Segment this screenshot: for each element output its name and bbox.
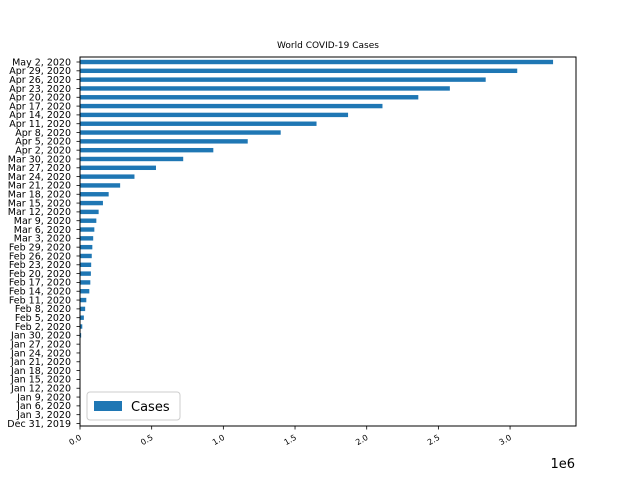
bar (80, 77, 486, 82)
bar (80, 280, 91, 285)
y-tick-label: Apr 26, 2020 (9, 75, 71, 86)
y-tick-label: Mar 3, 2020 (14, 234, 71, 245)
y-tick-label: Feb 8, 2020 (15, 304, 71, 315)
bar (80, 218, 97, 223)
y-tick-label: May 2, 2020 (12, 57, 71, 68)
bar (80, 95, 419, 100)
bar (80, 121, 317, 126)
bar (80, 86, 450, 91)
bar (80, 68, 518, 74)
y-tick-label: Jan 9, 2020 (16, 392, 71, 403)
y-tick-label: Mar 27, 2020 (8, 163, 71, 174)
y-tick-label: Mar 21, 2020 (8, 181, 71, 192)
bar (80, 324, 83, 329)
y-tick-label: Apr 14, 2020 (9, 110, 71, 121)
y-tick-label: Jan 3, 2020 (16, 410, 71, 421)
x-axis-offset-label: 1e6 (550, 457, 575, 472)
y-tick-label: Mar 18, 2020 (8, 190, 71, 201)
y-tick-label: Apr 5, 2020 (15, 137, 71, 148)
y-tick-label: Apr 20, 2020 (9, 93, 71, 104)
y-tick-label: Feb 5, 2020 (15, 313, 71, 324)
y-tick-label: Apr 8, 2020 (15, 128, 71, 139)
y-tick-label: Jan 15, 2020 (10, 375, 71, 386)
bar (80, 183, 121, 188)
y-tick-label: Mar 9, 2020 (14, 216, 71, 227)
bar (80, 174, 135, 179)
y-tick-label: Apr 2, 2020 (15, 145, 71, 156)
y-tick-label: Mar 30, 2020 (8, 154, 71, 165)
y-tick-label: Mar 24, 2020 (8, 172, 71, 183)
y-tick-label: Feb 2, 2020 (15, 322, 71, 333)
bar (80, 297, 87, 303)
y-tick-label: Mar 12, 2020 (8, 207, 71, 218)
bar (80, 306, 86, 312)
y-tick-label: Feb 17, 2020 (9, 278, 71, 289)
y-tick-label: Jan 27, 2020 (10, 339, 71, 350)
y-tick-label: Jan 18, 2020 (10, 366, 71, 377)
y-tick-label: Jan 24, 2020 (10, 348, 71, 359)
y-tick-label: Apr 23, 2020 (9, 84, 71, 95)
y-tick-label: Jan 12, 2020 (10, 384, 71, 395)
legend-swatch (94, 401, 122, 411)
y-tick-label: Feb 29, 2020 (9, 242, 71, 253)
bar (80, 333, 82, 338)
y-tick-label: Mar 6, 2020 (14, 225, 71, 236)
bar (80, 209, 99, 215)
bar (80, 253, 92, 259)
bar (80, 271, 91, 276)
bar (80, 200, 103, 206)
bar (80, 192, 109, 197)
y-tick-label: Dec 31, 2019 (7, 419, 71, 430)
legend-box (86, 391, 181, 421)
bar (80, 59, 554, 65)
bars-layer (80, 59, 554, 417)
bar (80, 147, 214, 153)
bar (80, 227, 95, 232)
bar (80, 289, 90, 294)
bar (80, 103, 383, 109)
y-tick-label: Feb 14, 2020 (9, 287, 71, 298)
bar (80, 130, 281, 135)
bar (80, 112, 349, 118)
y-tick-label: Apr 29, 2020 (9, 66, 71, 77)
bar (80, 244, 93, 250)
legend: Cases (86, 391, 181, 421)
bar (80, 236, 94, 241)
bar (80, 165, 156, 171)
chart-title: World COVID-19 Cases (277, 41, 379, 51)
y-tick-label: Feb 11, 2020 (9, 295, 71, 306)
y-tick-label: Jan 30, 2020 (10, 331, 71, 342)
y-tick-label: Feb 23, 2020 (9, 260, 71, 271)
y-tick-label: Feb 26, 2020 (9, 251, 71, 262)
y-tick-label: Apr 11, 2020 (9, 119, 71, 130)
bar (80, 262, 92, 267)
bar (80, 315, 84, 320)
legend-label-cases: Cases (131, 400, 170, 415)
y-tick-label: Jan 6, 2020 (16, 401, 71, 412)
y-tick-label: Mar 15, 2020 (8, 198, 71, 209)
y-tick-label: Jan 21, 2020 (10, 357, 71, 368)
y-tick-label: Apr 17, 2020 (9, 101, 71, 112)
bar (80, 139, 248, 144)
axes-frame (79, 56, 577, 427)
bar (80, 156, 184, 162)
y-tick-label: Feb 20, 2020 (9, 269, 71, 280)
